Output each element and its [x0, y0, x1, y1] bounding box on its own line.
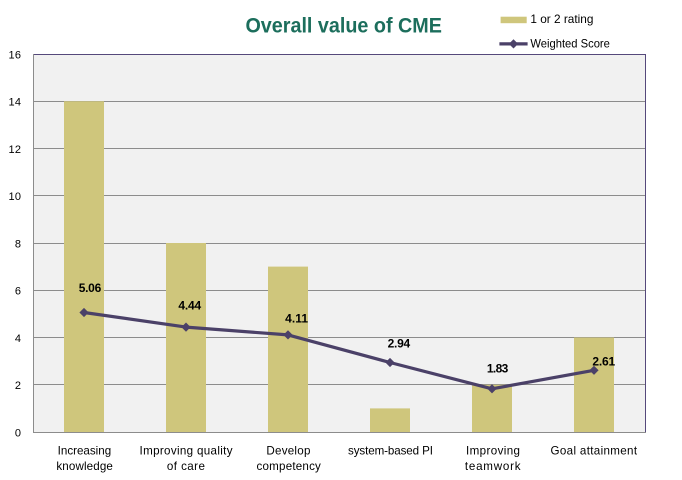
svg-text:of care: of care — [167, 460, 205, 473]
svg-text:Develop: Develop — [266, 444, 310, 457]
svg-text:4.44: 4.44 — [178, 298, 201, 312]
svg-text:Increasing: Increasing — [58, 444, 111, 457]
svg-text:Weighted Score: Weighted Score — [530, 38, 610, 51]
svg-text:12: 12 — [9, 144, 22, 156]
svg-text:Overall value of CME: Overall value of CME — [245, 13, 442, 37]
svg-text:Improving: Improving — [466, 444, 520, 457]
svg-text:Goal attainment: Goal attainment — [551, 444, 638, 457]
svg-text:0: 0 — [15, 427, 21, 439]
svg-text:10: 10 — [9, 191, 22, 203]
svg-text:2: 2 — [15, 380, 21, 392]
svg-text:competency: competency — [257, 460, 322, 473]
svg-text:system-based PI: system-based PI — [348, 444, 433, 457]
svg-text:4: 4 — [15, 333, 21, 345]
svg-text:1.83: 1.83 — [487, 362, 509, 376]
svg-text:1 or 2 rating: 1 or 2 rating — [530, 13, 593, 26]
svg-text:5.06: 5.06 — [79, 281, 102, 295]
svg-text:6: 6 — [15, 286, 21, 298]
svg-text:knowledge: knowledge — [56, 460, 113, 473]
svg-text:4.11: 4.11 — [285, 311, 308, 325]
svg-text:2.94: 2.94 — [388, 337, 411, 351]
svg-text:8: 8 — [15, 238, 21, 250]
svg-text:Improving quality: Improving quality — [140, 444, 233, 457]
svg-text:16: 16 — [9, 49, 22, 61]
svg-text:14: 14 — [9, 97, 22, 109]
svg-text:2.61: 2.61 — [592, 354, 615, 368]
svg-text:teamwork: teamwork — [465, 460, 521, 473]
